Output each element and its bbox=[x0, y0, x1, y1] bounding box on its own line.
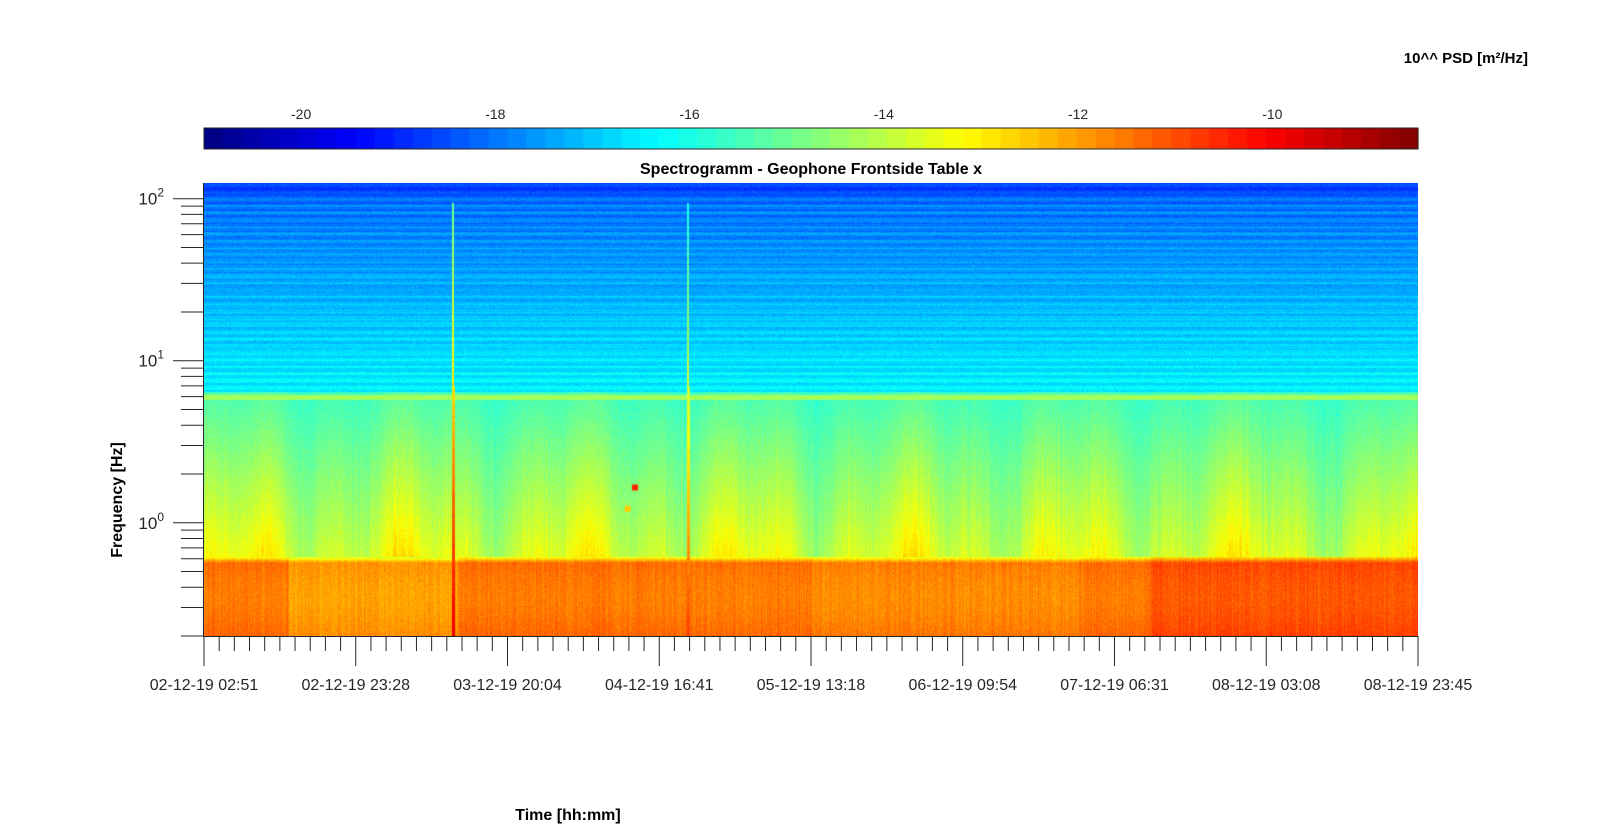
colorbar-swatch bbox=[602, 128, 622, 149]
x-tick-label: 03-12-19 20:04 bbox=[453, 677, 562, 694]
colorbar-swatch bbox=[1095, 128, 1116, 149]
colorbar-swatch bbox=[754, 128, 774, 149]
colorbar-swatch bbox=[1019, 128, 1040, 149]
x-tick-label: 04-12-19 16:41 bbox=[605, 677, 714, 694]
colorbar-swatch bbox=[1342, 128, 1362, 149]
x-tick-label: 05-12-19 13:18 bbox=[757, 677, 866, 694]
x-axis-ticks bbox=[203, 636, 1419, 666]
colorbar-swatch bbox=[659, 128, 679, 149]
colorbar-tick-label: -18 bbox=[485, 106, 505, 122]
x-tick-label: 08-12-19 23:45 bbox=[1364, 677, 1473, 694]
colorbar-swatch bbox=[1133, 128, 1154, 149]
colorbar-swatch bbox=[279, 128, 300, 149]
colorbar-swatch bbox=[412, 128, 433, 149]
axes: 02-12-19 02:51 02-12-19 23:28 03-12-19 20:… bbox=[138, 183, 1472, 694]
colorbar-swatch bbox=[1380, 128, 1400, 149]
y-tick-label: 101 bbox=[138, 348, 164, 371]
colorbar-swatch bbox=[204, 128, 224, 149]
colorbar-swatch bbox=[621, 128, 641, 149]
colorbar-swatch bbox=[507, 128, 528, 149]
colorbar-tick-label: -10 bbox=[1262, 106, 1282, 122]
spectrogram-image bbox=[204, 183, 1418, 636]
colorbar-swatch bbox=[1323, 128, 1343, 149]
colorbar-swatch bbox=[962, 128, 983, 149]
x-tick-label: 02-12-19 02:51 bbox=[150, 677, 259, 694]
colorbar-swatch bbox=[545, 128, 566, 149]
colorbar-swatch bbox=[336, 128, 357, 149]
colorbar-tick-label: -16 bbox=[679, 106, 699, 122]
x-axis-label: Time [hh:mm] bbox=[515, 807, 620, 824]
colorbar-swatch bbox=[374, 128, 395, 149]
colorbar-swatch bbox=[811, 128, 831, 149]
colorbar-tick-label: -12 bbox=[1068, 106, 1088, 122]
colorbar-swatch bbox=[1304, 128, 1324, 149]
colorbar-swatch bbox=[886, 128, 907, 149]
colorbar-swatch bbox=[222, 128, 243, 149]
colorbar-tick-label: -14 bbox=[874, 106, 894, 122]
colorbar-tick-label: -20 bbox=[291, 106, 311, 122]
colorbar-swatch bbox=[564, 128, 584, 149]
colorbar-swatch bbox=[1057, 128, 1078, 149]
y-tick-label: 100 bbox=[138, 510, 164, 533]
colorbar-frame bbox=[203, 127, 1419, 150]
colorbar-swatch bbox=[431, 128, 452, 149]
colorbar-swatch bbox=[1152, 128, 1173, 149]
colorbar-swatch bbox=[1038, 128, 1059, 149]
colorbar-swatch bbox=[1247, 128, 1267, 149]
spectrogram-image-container bbox=[204, 183, 1418, 636]
colorbar-swatch bbox=[317, 128, 338, 149]
colorbar-swatch bbox=[1285, 128, 1305, 149]
colorbar-swatch bbox=[469, 128, 490, 149]
x-tick-label: 06-12-19 09:54 bbox=[908, 677, 1017, 694]
colorbar-swatch bbox=[848, 128, 869, 149]
colorbar-swatch bbox=[716, 128, 736, 149]
colorbar-swatch bbox=[1171, 128, 1191, 149]
colorbar-swatch bbox=[1190, 128, 1210, 149]
y-axis-ticks bbox=[173, 198, 203, 637]
colorbar-swatch bbox=[1361, 128, 1381, 149]
colorbar-swatch bbox=[1000, 128, 1021, 149]
y-axis-label: Frequency [Hz] bbox=[109, 442, 126, 558]
colorbar-swatch bbox=[450, 128, 471, 149]
colorbar-swatch bbox=[924, 128, 945, 149]
colorbar-swatch bbox=[867, 128, 888, 149]
colorbar-swatch bbox=[526, 128, 547, 149]
colorbar-swatch bbox=[792, 128, 812, 149]
colorbar-swatch bbox=[355, 128, 376, 149]
x-tick-label: 02-12-19 23:28 bbox=[301, 677, 410, 694]
colorbar-swatch bbox=[678, 128, 698, 149]
x-axis-tick-labels: 02-12-19 02:51 02-12-19 23:28 03-12-19 20:… bbox=[150, 677, 1473, 694]
colorbar-swatch bbox=[583, 128, 603, 149]
colorbar-swatch bbox=[640, 128, 660, 149]
colorbar-swatch bbox=[260, 128, 281, 149]
colorbar-swatch bbox=[773, 128, 793, 149]
chart-title: Spectrogramm - Geophone Frontside Table … bbox=[640, 161, 982, 178]
colorbar-swatch bbox=[1399, 128, 1419, 149]
colorbar-swatch bbox=[1114, 128, 1135, 149]
colorbar-ticks: -20 -18 -16 -14 -12 -10 bbox=[291, 106, 1283, 134]
colorbar-swatch bbox=[697, 128, 717, 149]
colorbar-swatch bbox=[1228, 128, 1248, 149]
colorbar-swatch bbox=[735, 128, 755, 149]
colorbar-swatch bbox=[1209, 128, 1229, 149]
y-tick-label: 102 bbox=[138, 186, 164, 209]
colorbar-swatch bbox=[488, 128, 509, 149]
colorbar-swatch bbox=[241, 128, 262, 149]
colorbar-swatch bbox=[829, 128, 850, 149]
colorbar-swatch bbox=[298, 128, 319, 149]
x-tick-label: 07-12-19 06:31 bbox=[1060, 677, 1169, 694]
colorbar-swatch bbox=[393, 128, 414, 149]
colorbar-swatch bbox=[943, 128, 964, 149]
colorbar-swatch bbox=[981, 128, 1002, 149]
colorbar-swatch bbox=[1266, 128, 1286, 149]
colorbar-swatch bbox=[905, 128, 926, 149]
colorbar-label: 10^^ PSD [m²/Hz] bbox=[1404, 50, 1528, 67]
x-tick-label: 08-12-19 03:08 bbox=[1212, 677, 1321, 694]
colorbar-swatch bbox=[1076, 128, 1097, 149]
colorbar: -20 -18 -16 -14 -12 -10 bbox=[203, 106, 1419, 150]
y-axis-tick-labels: 100 101 102 bbox=[138, 186, 164, 533]
